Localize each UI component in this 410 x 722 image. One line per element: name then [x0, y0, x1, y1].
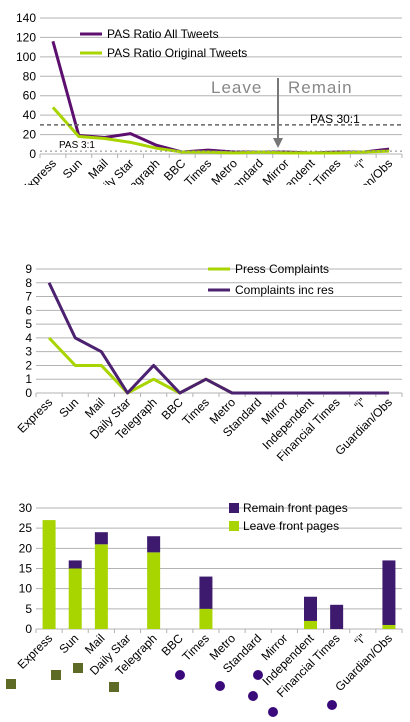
bar-leave-front-pages-guardian-obs	[382, 624, 396, 629]
c1-xlabel-express: Express	[18, 156, 59, 185]
c2-ytick-label: 0	[25, 386, 32, 400]
legend-swatch-leave-front-pages	[229, 521, 239, 531]
bar-leave-front-pages-sun	[68, 568, 82, 629]
bar-remain-front-pages-sun	[68, 560, 82, 569]
bar-remain-front-pages-mail	[94, 532, 108, 545]
c2-xlabel-i: “i”	[351, 395, 368, 412]
c3-ytick-label: 10	[19, 582, 33, 596]
legend-label-remain-front-pages: Remain front pages	[243, 501, 348, 515]
c1-ytick-label: 100	[16, 50, 36, 64]
marker-square-mail	[73, 663, 83, 673]
c3-ytick-label: 0	[25, 622, 32, 636]
c2-ytick-label: 9	[25, 262, 32, 276]
c2-ytick-label: 4	[25, 331, 32, 345]
c2-ytick-label: 2	[25, 358, 32, 372]
c1-ytick-label: 80	[23, 69, 37, 83]
marker-circle-standard	[253, 670, 263, 680]
bar-leave-front-pages-express	[42, 520, 56, 629]
bar-leave-front-pages-mail	[94, 544, 108, 629]
c1-ytick-label: 120	[16, 30, 36, 44]
c2-xlabel-times: Times	[179, 395, 212, 428]
c3-xlabel-sun: Sun	[56, 631, 81, 656]
c1-xlabel-i: “i”	[352, 156, 369, 173]
pas-30-label: PAS 30:1	[310, 112, 360, 126]
c3-ytick-label: 20	[19, 541, 33, 555]
marker-square-daily-star	[109, 682, 119, 692]
legend-label-leave-front-pages: Leave front pages	[243, 519, 339, 533]
c3-ytick-label: 15	[19, 562, 33, 576]
c3-xlabel-i: “i”	[351, 631, 368, 648]
pas-3-label: PAS 3:1	[59, 140, 95, 151]
c1-xlabel-sun: Sun	[60, 156, 85, 181]
c3-xlabel-times: Times	[179, 631, 212, 664]
marker-circle-metro	[215, 681, 225, 691]
marker-circle-independent	[248, 691, 258, 701]
marker-circle-guardian-obs	[327, 700, 337, 710]
c1-ytick-label: 60	[23, 89, 37, 103]
bar-remain-front-pages-times	[199, 576, 213, 609]
remain-annotation: Remain	[288, 78, 353, 97]
c2-ytick-label: 3	[25, 345, 32, 359]
c2-xlabel-sun: Sun	[56, 395, 81, 420]
c1-ytick-label: 0	[29, 147, 36, 161]
marker-circle-times	[175, 670, 185, 680]
marker-square-express	[6, 679, 16, 689]
bar-remain-front-pages-guardian-obs	[382, 560, 396, 625]
c2-xlabel-express: Express	[15, 395, 56, 436]
marker-square-sun	[51, 670, 61, 680]
legend-label-complaints-inc-res: Complaints inc res	[235, 283, 334, 297]
c2-ytick-label: 7	[25, 290, 32, 304]
legend-label-pas-ratio-original-tweets: PAS Ratio Original Tweets	[107, 46, 247, 60]
c3-ytick-label: 5	[25, 602, 32, 616]
bar-leave-front-pages-independent	[304, 620, 317, 629]
c2-ytick-label: 1	[25, 372, 32, 386]
c1-ytick-label: 140	[16, 11, 36, 25]
bar-leave-front-pages-telegraph	[147, 552, 161, 629]
down-arrow-icon	[273, 138, 283, 148]
c1-ytick-label: 40	[23, 108, 37, 122]
c3-ytick-label: 25	[19, 521, 33, 535]
c3-xlabel-express: Express	[15, 631, 56, 672]
c2-series-complaints-inc-res	[47, 282, 389, 395]
bar-remain-front-pages-independent	[304, 596, 317, 621]
c2-ytick-label: 6	[25, 303, 32, 317]
c1-ytick-label: 20	[23, 128, 37, 142]
marker-circle-mirror	[268, 707, 278, 717]
legend-swatch-remain-front-pages	[229, 503, 239, 513]
c2-ytick-label: 5	[25, 317, 32, 331]
bar-remain-front-pages-financial-times	[330, 604, 344, 629]
bar-remain-front-pages-telegraph	[147, 536, 161, 553]
legend-label-pas-ratio-all-tweets: PAS Ratio All Tweets	[107, 27, 219, 41]
c3-ytick-label: 30	[19, 501, 33, 515]
c1-series-pas-ratio-original-tweets	[51, 106, 390, 155]
bar-leave-front-pages-times	[199, 608, 213, 629]
legend-label-press-complaints: Press Complaints	[235, 262, 329, 276]
c1-xlabel-times: Times	[182, 156, 215, 185]
c2-ytick-label: 8	[25, 276, 32, 290]
leave-annotation: Leave	[211, 78, 262, 97]
